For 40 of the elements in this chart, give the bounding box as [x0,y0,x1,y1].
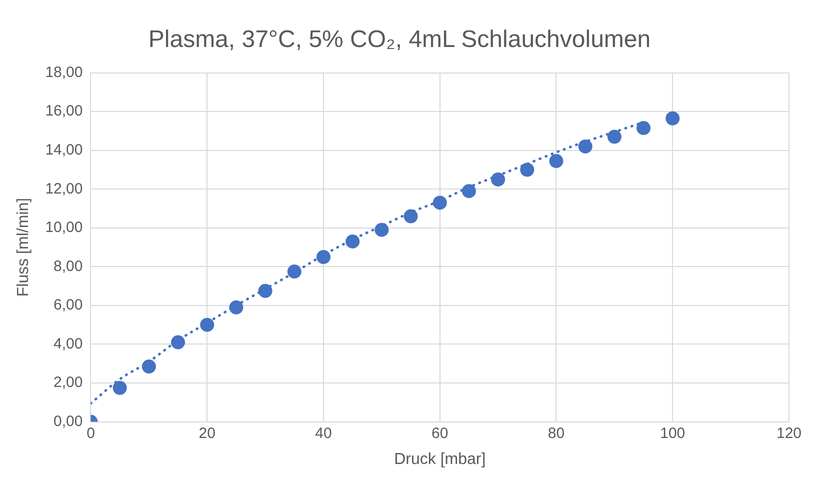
y-tick-label: 8,00 [54,258,83,275]
point [316,250,330,264]
point [346,234,360,248]
point [112,380,127,395]
y-tick-label: 12,00 [45,180,83,198]
y-tick-label: 0,00 [54,412,83,430]
point [549,154,564,168]
x-axis-title: Druck [mbar] [394,450,486,468]
x-tick-label: 60 [432,424,448,442]
point [287,264,302,279]
point [636,121,651,136]
y-tick-label: 16,00 [45,102,83,120]
y-tick-label: 4,00 [54,335,83,352]
point [607,130,622,144]
x-tick-label: 0 [86,424,95,442]
x-tick-label: 80 [548,424,565,442]
point [142,360,156,374]
point [404,209,418,224]
point [229,300,244,314]
y-axis-title: Fluss [ml/min] [15,198,32,297]
x-tick-label: 100 [660,424,686,442]
point [520,162,534,177]
y-tick-label: 18,00 [45,64,83,81]
y-tick-label: 14,00 [45,141,83,158]
point [578,139,592,154]
point [374,222,389,237]
point [200,318,214,332]
y-tick-label: 10,00 [45,219,83,236]
x-tick-label: 40 [315,424,332,442]
chart-title: Plasma, 37°C, 5% CO₂, 4mL Schlauchvolumen [148,26,651,54]
x-tick-label: 120 [776,424,802,442]
point [491,172,506,186]
x-tick-label: 20 [198,424,216,442]
y-tick-label: 6,00 [54,296,83,314]
y-tick-label: 2,00 [54,374,83,392]
point [432,196,447,210]
point [462,184,476,198]
point [171,335,186,350]
point [258,284,272,298]
point [666,111,680,126]
